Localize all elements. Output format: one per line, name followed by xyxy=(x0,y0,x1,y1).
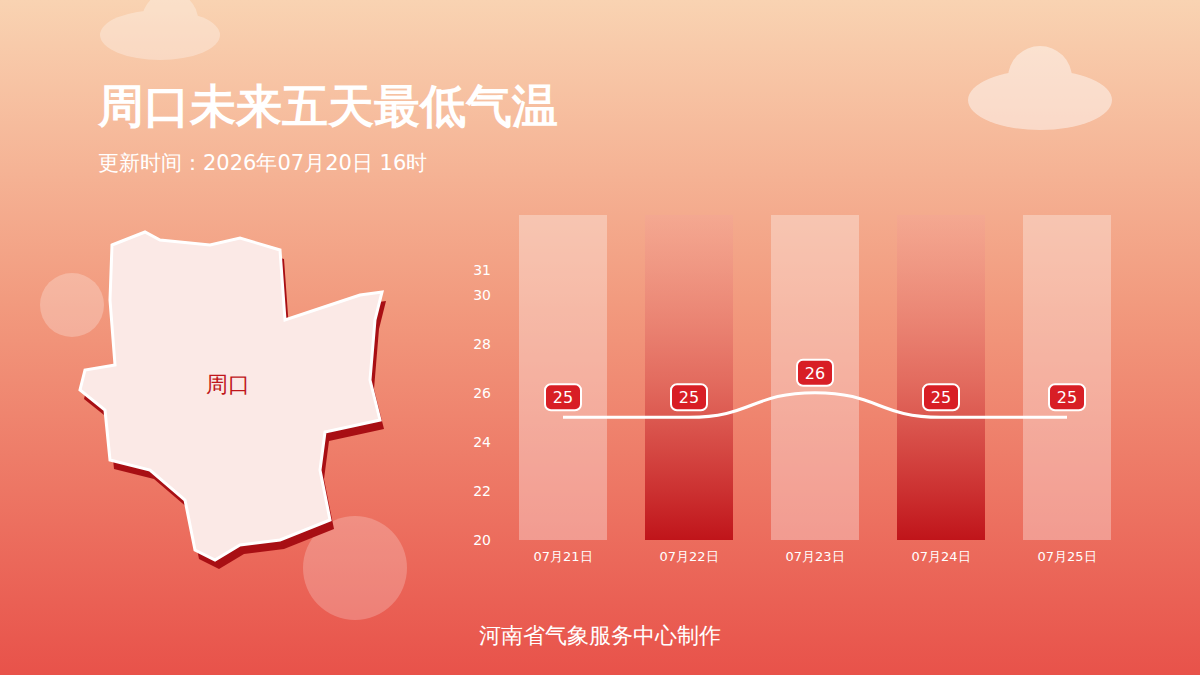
columns xyxy=(519,215,1111,540)
y-tick-label: 31 xyxy=(473,262,491,278)
map xyxy=(80,232,382,560)
map-label: 周口 xyxy=(206,372,250,397)
x-tick-label: 07月24日 xyxy=(911,549,970,564)
y-tick-label: 26 xyxy=(473,385,491,401)
data-label: 25 xyxy=(1057,388,1077,407)
y-tick-label: 24 xyxy=(473,434,491,450)
line xyxy=(563,393,1067,418)
y-tick-label: 30 xyxy=(473,287,491,303)
leaf xyxy=(40,273,104,337)
cloud xyxy=(100,0,220,60)
data-label-box xyxy=(671,384,707,410)
y-tick-label: 22 xyxy=(473,483,491,499)
data-label: 25 xyxy=(553,388,573,407)
y-axis: 20 22 24 26 28 30 31 xyxy=(473,262,491,548)
data-label: 26 xyxy=(805,364,825,383)
column xyxy=(519,215,607,540)
footer: 河南省气象服务中心制作 xyxy=(479,623,721,648)
plot xyxy=(563,393,1067,418)
x-tick-label: 07月22日 xyxy=(659,549,718,564)
subtitle: 更新时间：2026年07月20日 16时 xyxy=(98,151,427,175)
x-tick-label: 07月23日 xyxy=(785,549,844,564)
x-axis: 07月21日 07月22日 07月23日 07月24日 07月25日 xyxy=(533,549,1096,564)
data-label: 25 xyxy=(679,388,699,407)
background xyxy=(0,0,1200,675)
chart: 周口未来五天最低气温更新时间：2026年07月20日 16时周口河南省气象服务中… xyxy=(0,0,1200,675)
column xyxy=(1023,215,1111,540)
data-label-box xyxy=(923,384,959,410)
data-labels: 25 25 26 25 25 xyxy=(545,360,1085,411)
y-tick-label: 20 xyxy=(473,532,491,548)
column xyxy=(897,215,985,540)
data-label: 25 xyxy=(931,388,951,407)
data-label-box xyxy=(1049,384,1085,410)
column xyxy=(645,215,733,540)
cloud-part xyxy=(142,0,198,48)
x-tick-label: 07月25日 xyxy=(1037,549,1096,564)
y-tick-label: 28 xyxy=(473,336,491,352)
data-label-box xyxy=(545,384,581,410)
title: 周口未来五天最低气温 xyxy=(97,79,558,133)
column xyxy=(771,215,859,540)
cloud xyxy=(968,46,1112,130)
x-tick-label: 07月21日 xyxy=(533,549,592,564)
data-label-box xyxy=(797,360,833,386)
cloud-part xyxy=(1008,46,1072,110)
